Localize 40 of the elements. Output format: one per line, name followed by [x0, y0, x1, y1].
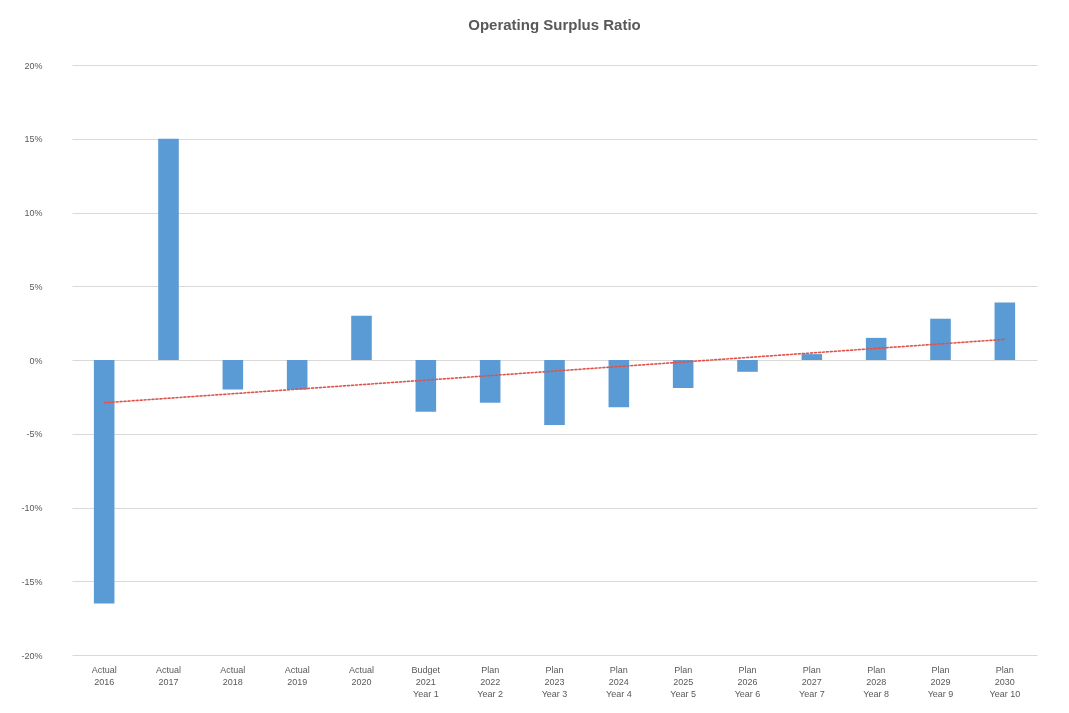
x-tick-label: Actual 2016: [91, 664, 117, 687]
bar: [158, 138, 179, 360]
y-tick-label: 5%: [29, 281, 43, 292]
x-tick-label: Plan 2026 Year 6: [734, 664, 761, 699]
bar: [479, 360, 501, 403]
x-tick-label: Actual 2018: [220, 664, 246, 687]
x-tick-label: Plan 2025 Year 5: [670, 664, 697, 699]
bar: [93, 360, 115, 604]
x-tick-label: Actual 2019: [284, 664, 310, 687]
y-tick-label: 10%: [24, 208, 43, 218]
bar: [672, 360, 694, 389]
y-tick-label: -20%: [21, 650, 43, 661]
bar: [415, 360, 437, 412]
bar: [286, 360, 308, 390]
x-tick-label: Plan 2027 Year 7: [798, 664, 825, 699]
y-tick-label: -10%: [21, 503, 43, 513]
bar: [994, 302, 1016, 360]
x-tick-label: Budget 2021 Year 1: [411, 664, 441, 699]
bar: [865, 337, 887, 360]
bar: [930, 318, 951, 360]
bar: [222, 360, 244, 390]
x-tick-label: Plan 2022 Year 2: [477, 664, 504, 699]
x-tick-label: Plan 2028 Year 8: [863, 664, 890, 699]
x-tick-label: Plan 2024 Year 4: [605, 664, 632, 699]
x-tick-label: Plan 2023 Year 3: [541, 664, 568, 699]
x-tick-label: Plan 2030 Year 10: [989, 664, 1021, 699]
x-tick-label: Plan 2029 Year 9: [927, 664, 954, 699]
bar: [737, 360, 758, 372]
y-tick-label: 0%: [29, 355, 43, 366]
y-tick-label: 20%: [24, 60, 43, 71]
y-tick-label: 15%: [24, 134, 43, 145]
bar: [351, 315, 372, 360]
x-tick-label: Actual 2017: [155, 664, 182, 687]
bar: [608, 360, 630, 408]
bar: [801, 354, 823, 360]
bar: [544, 360, 565, 425]
y-tick-label: -5%: [26, 429, 43, 440]
chart-title: Operating Surplus Ratio: [468, 16, 641, 33]
y-tick-label: -15%: [21, 576, 43, 587]
x-tick-label: Actual 2020: [348, 664, 375, 687]
